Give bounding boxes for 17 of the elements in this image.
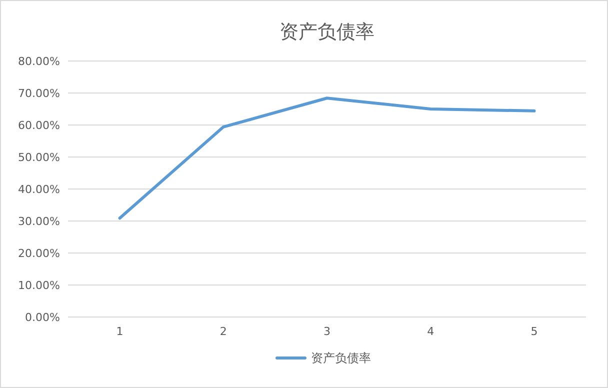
line-series xyxy=(118,96,536,220)
x-tick-label: 2 xyxy=(220,325,227,338)
y-tick-label: 50.00% xyxy=(18,151,60,164)
x-tick-label: 5 xyxy=(530,325,538,338)
y-tick-label: 10.00% xyxy=(18,279,60,292)
y-tick-label: 0.00% xyxy=(25,311,60,324)
x-tick-label: 4 xyxy=(427,325,434,338)
legend-label: 资产负债率 xyxy=(311,351,371,365)
y-tick-label: 20.00% xyxy=(18,247,60,260)
chart-title: 资产负债率 xyxy=(280,21,374,43)
y-tick-label: 30.00% xyxy=(18,215,60,228)
y-tick-label: 60.00% xyxy=(18,119,60,132)
y-tick-label: 40.00% xyxy=(18,183,60,196)
x-tick-label: 3 xyxy=(324,325,330,338)
x-tick-label: 1 xyxy=(116,325,124,338)
y-tick-label: 80.00% xyxy=(18,55,60,68)
y-tick-label: 70.00% xyxy=(18,87,60,100)
